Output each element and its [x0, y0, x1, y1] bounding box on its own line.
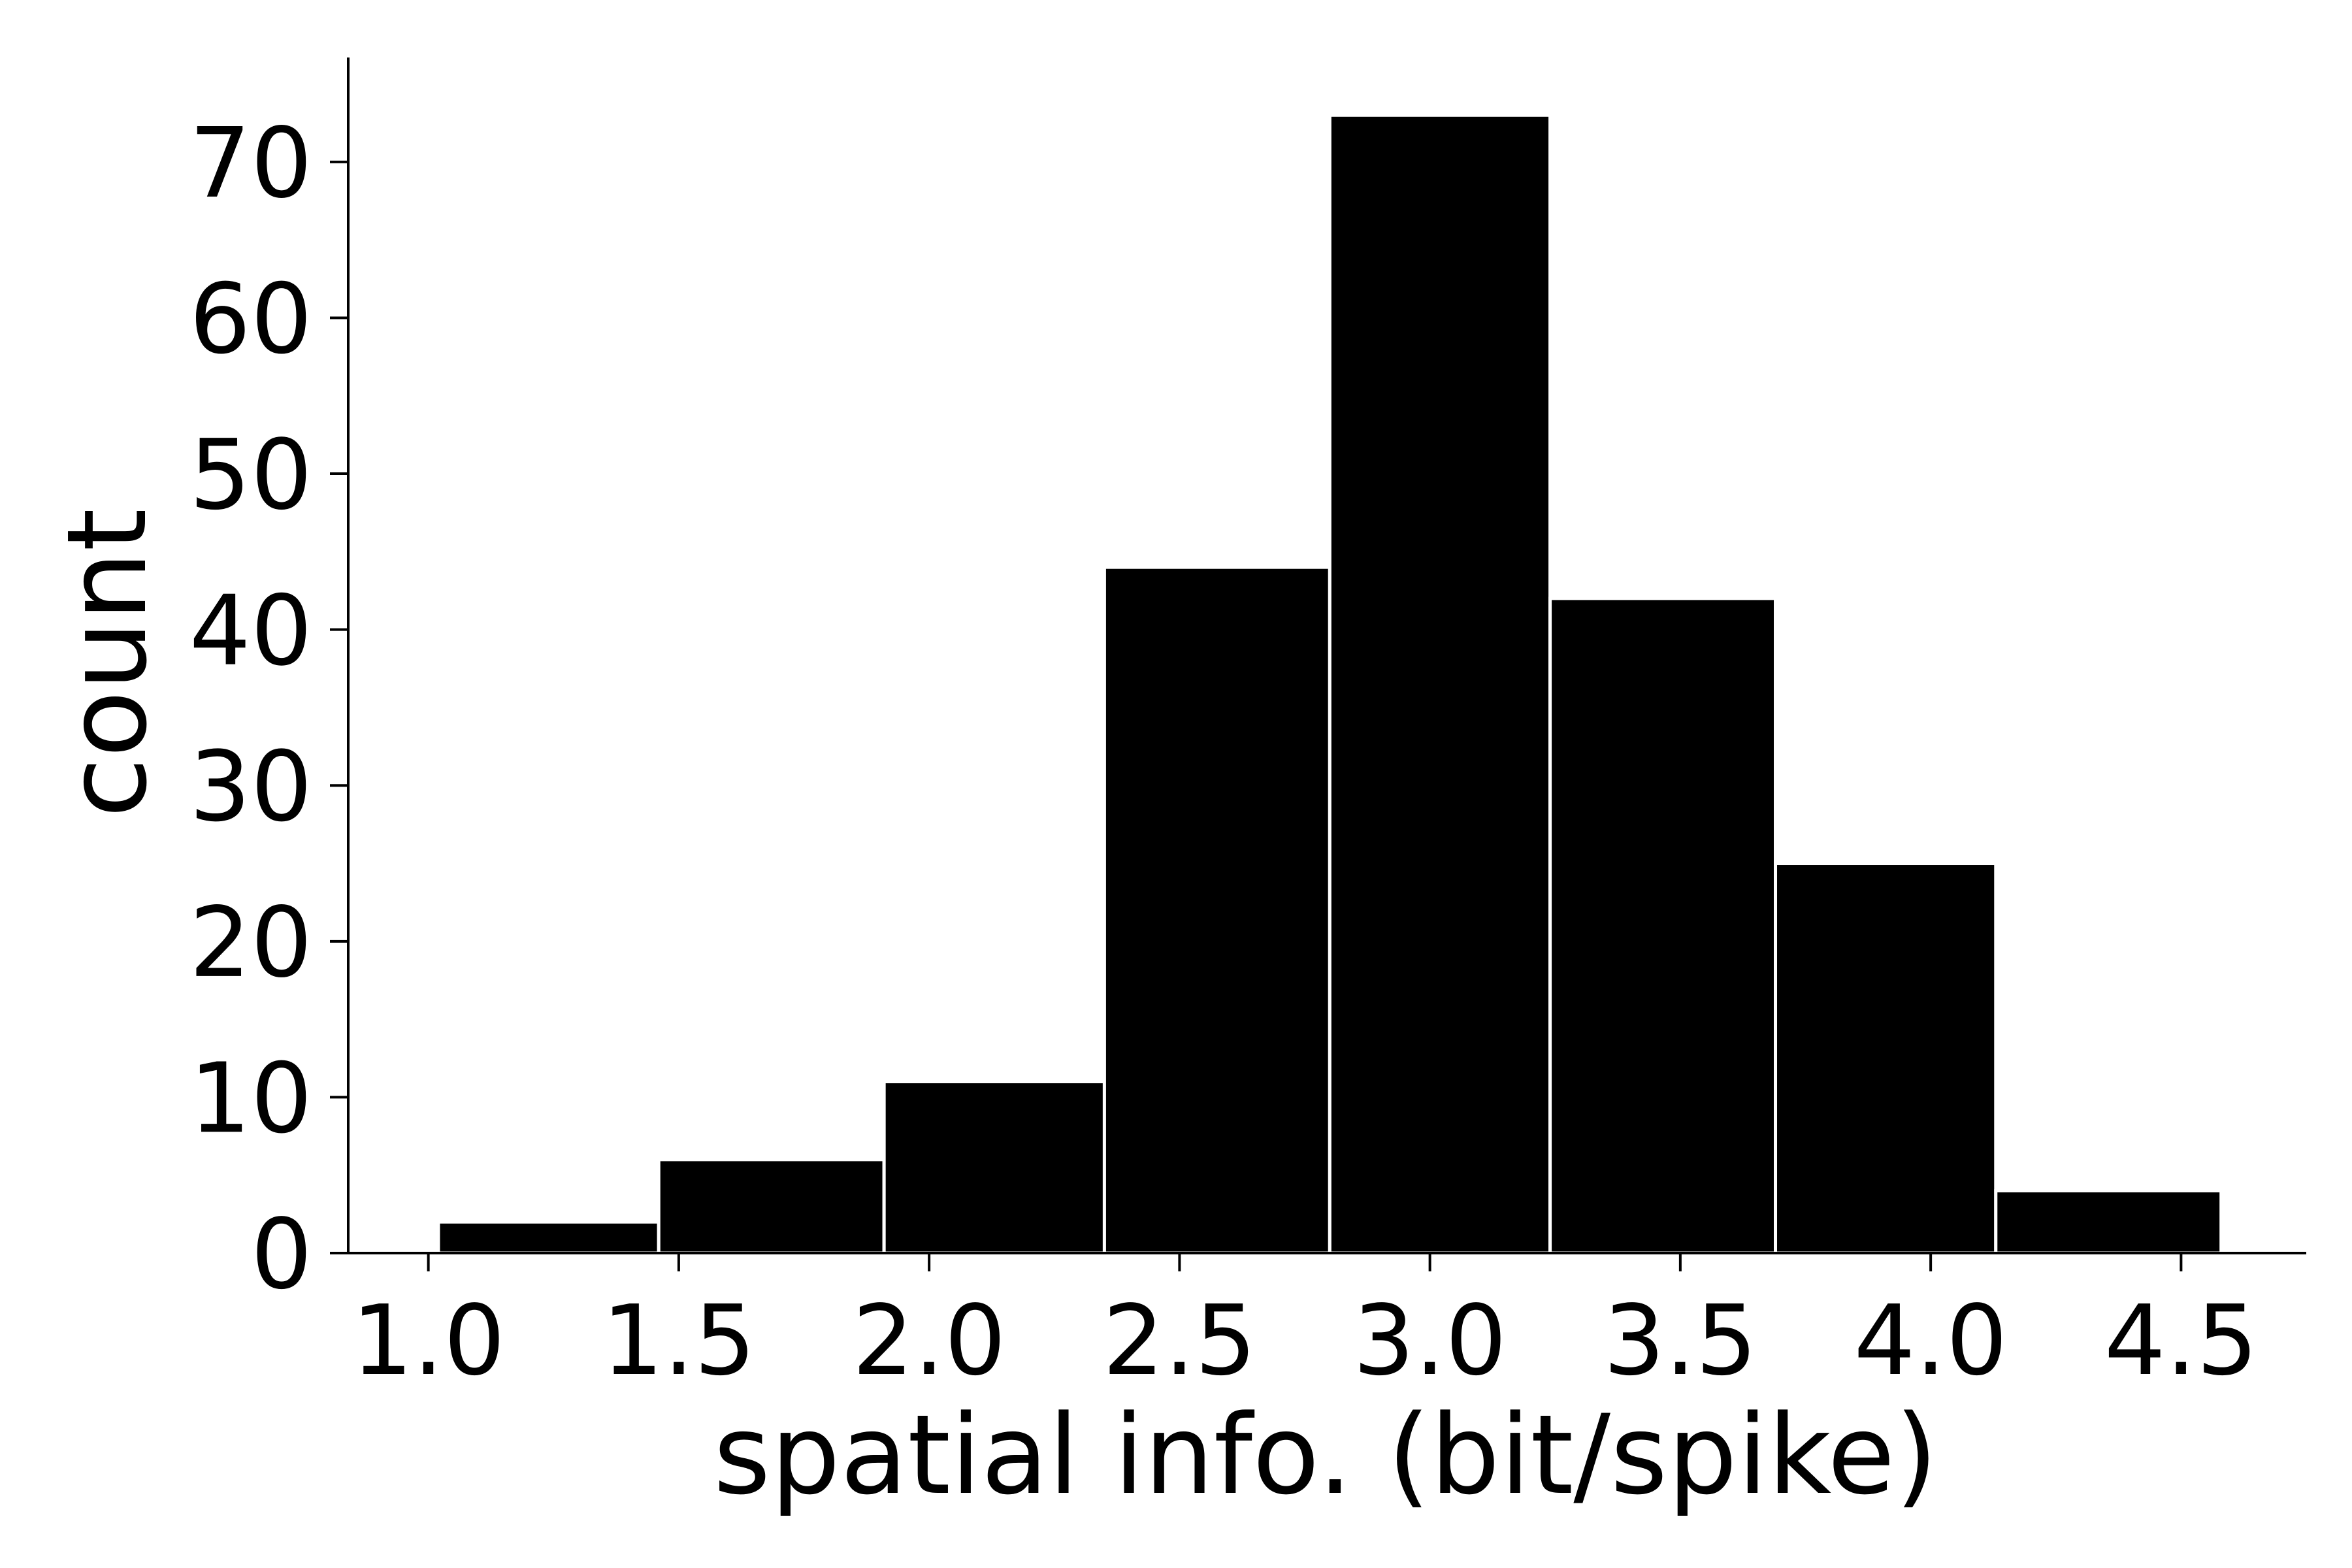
- x-tick-label: 2.0: [852, 1284, 1005, 1397]
- y-tick-label: 10: [189, 1042, 312, 1154]
- histogram-bar-4: [1102, 565, 1331, 1255]
- bars-layer: [436, 113, 2223, 1255]
- x-ticks: 1.0 1.5 2.0 2.5 3.0 3.5 4.0 4.5: [351, 1253, 2258, 1397]
- axes-layer: [347, 57, 2306, 1254]
- x-tick-label: 1.5: [602, 1284, 755, 1397]
- x-axis-label: spatial info. (bit/spike): [713, 1391, 1938, 1519]
- y-ticks: 0 10 20 30 40 50 60 70: [189, 107, 348, 1311]
- y-tick-label: 50: [189, 419, 312, 531]
- x-tick-label: 1.0: [351, 1284, 505, 1397]
- y-tick-label: 20: [189, 887, 312, 999]
- y-tick-label: 0: [251, 1198, 312, 1311]
- histogram-bar-3: [882, 1080, 1106, 1255]
- y-tick-label: 40: [189, 575, 312, 687]
- x-tick-label: 4.5: [2104, 1284, 2258, 1397]
- histogram-bar-7: [1774, 862, 1998, 1255]
- x-tick-label: 4.0: [1854, 1284, 2007, 1397]
- histogram-bar-8: [1994, 1189, 2223, 1255]
- histogram-bar-1: [436, 1220, 661, 1255]
- y-tick-label: 60: [189, 263, 312, 375]
- y-tick-label: 30: [189, 730, 312, 843]
- histogram-bar-6: [1548, 596, 1778, 1255]
- y-tick-label: 70: [189, 107, 312, 220]
- x-tick-label: 3.0: [1353, 1284, 1507, 1397]
- x-tick-label: 2.5: [1103, 1284, 1256, 1397]
- histogram-bar-2: [657, 1158, 886, 1255]
- histogram-bar-5: [1328, 113, 1552, 1255]
- y-axis-label: count: [43, 508, 171, 818]
- x-tick-label: 3.5: [1603, 1284, 1757, 1397]
